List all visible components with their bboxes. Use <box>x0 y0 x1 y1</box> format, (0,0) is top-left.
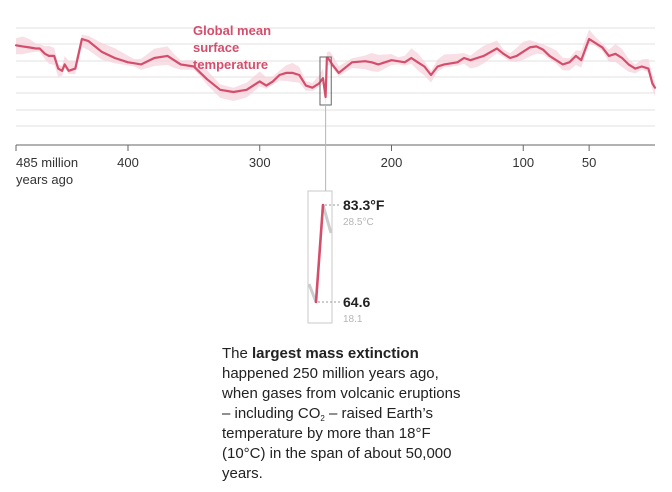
inset-context-line-left <box>307 283 318 303</box>
inset-warming-line <box>314 203 325 304</box>
extinction-caption: The largest mass extinction happened 250… <box>222 345 461 482</box>
low-temp-f-label: 64.6 <box>343 294 370 310</box>
x-tick-label-0: 485 million years ago <box>16 155 78 187</box>
x-tick-label-3: 200 <box>381 155 403 170</box>
x-tick-label-5: 50 <box>582 155 596 170</box>
zoom-inset-content: 83.3°F 28.5°C 64.6 18.1 <box>307 197 385 325</box>
high-temp-f-label: 83.3°F <box>343 197 385 213</box>
temperature-series-line <box>14 37 657 99</box>
grid-lines <box>16 27 655 127</box>
caption-highlight: largest mass extinction <box>252 345 419 362</box>
x-tick-label-2: 300 <box>249 155 271 170</box>
x-tick-label-1: 400 <box>117 155 139 170</box>
high-temp-c-label: 28.5°C <box>343 217 374 228</box>
low-temp-c-label: 18.1 <box>343 314 363 325</box>
inset-context-line-right <box>321 204 333 234</box>
x-tick-label-4: 100 <box>512 155 534 170</box>
x-axis-ticks: 485 million years ago 400 300 200 100 50 <box>15 145 596 187</box>
chart-title: Global mean surface temperature <box>193 23 271 72</box>
co2-subscript: 2 <box>320 414 325 423</box>
